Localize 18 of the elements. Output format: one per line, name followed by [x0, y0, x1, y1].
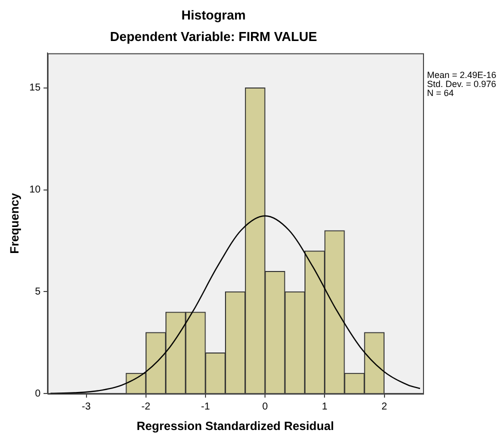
x-tick-label: 1: [322, 401, 328, 412]
x-axis-title: Regression Standardized Residual: [136, 419, 334, 434]
y-axis-title: Frequency: [8, 192, 22, 254]
x-tick-label: -2: [141, 401, 151, 412]
text: N = 64: [427, 88, 454, 98]
y-tick-label: 10: [29, 184, 41, 196]
line-series: [50, 215, 421, 394]
y-tick-label: 15: [29, 82, 41, 94]
x-tick-label: -1: [201, 401, 210, 412]
y-tick-label: 0: [34, 388, 41, 400]
text: Mean = 2.49E-16: [427, 70, 496, 80]
x-tick-label: 2: [381, 401, 388, 412]
y-tick-label: 5: [34, 286, 41, 298]
x-tick-label: 0: [262, 401, 268, 412]
text: Std. Dev. = 0.976: [427, 79, 496, 90]
x-tick-label: -3: [82, 401, 92, 412]
chart-title: Histogram: [181, 7, 246, 22]
chart-subtitle: Dependent Variable: FIRM VALUE: [110, 28, 318, 44]
